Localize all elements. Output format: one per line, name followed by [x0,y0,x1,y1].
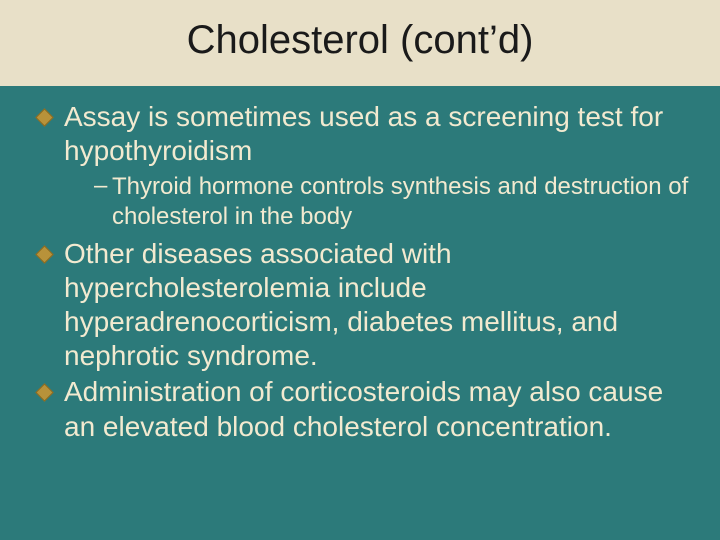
sub-bullet-list: –Thyroid hormone controls synthesis and … [64,172,692,231]
content-area: Assay is sometimes used as a screening t… [36,100,692,446]
diamond-bullet-icon [35,384,53,402]
diamond-bullet-icon [35,108,53,126]
sub-bullet-item: –Thyroid hormone controls synthesis and … [64,172,692,231]
slide-title: Cholesterol (cont’d) [0,18,720,63]
sub-bullet-text: Thyroid hormone controls synthesis and d… [112,172,692,231]
bullet-item: Other diseases associated with hyperchol… [36,237,692,374]
diamond-bullet-icon [35,245,53,263]
slide: Cholesterol (cont’d) Assay is sometimes … [0,0,720,540]
bullet-item: Administration of corticosteroids may al… [36,375,692,443]
bullet-text: Administration of corticosteroids may al… [64,375,692,443]
bullet-text: Other diseases associated with hyperchol… [64,237,692,374]
bullet-item: Assay is sometimes used as a screening t… [36,100,692,231]
bullet-list: Assay is sometimes used as a screening t… [36,100,692,444]
bullet-text: Assay is sometimes used as a screening t… [64,100,692,168]
dash-bullet-icon: – [94,172,107,200]
